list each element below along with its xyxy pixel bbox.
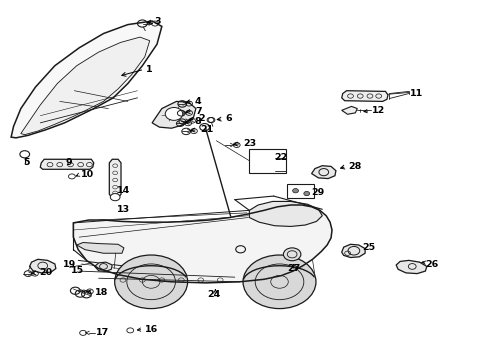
Bar	[249, 149, 285, 173]
Text: 29: 29	[311, 188, 324, 197]
Text: 20: 20	[39, 268, 52, 277]
Bar	[287, 184, 313, 198]
Text: 23: 23	[243, 139, 256, 148]
Polygon shape	[152, 102, 196, 128]
Polygon shape	[249, 202, 322, 226]
Circle shape	[243, 255, 315, 309]
Circle shape	[292, 189, 298, 193]
Polygon shape	[341, 107, 357, 114]
Text: 10: 10	[81, 170, 94, 179]
Polygon shape	[40, 159, 94, 169]
Text: 18: 18	[95, 288, 108, 297]
Circle shape	[115, 255, 187, 309]
Text: 6: 6	[224, 114, 231, 123]
Text: 24: 24	[206, 290, 220, 299]
Polygon shape	[73, 205, 331, 283]
Polygon shape	[341, 244, 365, 257]
Text: 3: 3	[154, 17, 161, 26]
Text: 12: 12	[372, 106, 385, 115]
Text: 9: 9	[65, 158, 72, 167]
Text: 7: 7	[195, 107, 201, 116]
Text: 17: 17	[96, 328, 109, 337]
Text: 21: 21	[200, 125, 213, 134]
Polygon shape	[341, 91, 387, 102]
Circle shape	[283, 248, 300, 261]
Polygon shape	[109, 159, 121, 198]
Circle shape	[165, 108, 183, 120]
Circle shape	[110, 194, 120, 201]
Text: 1: 1	[146, 65, 153, 74]
Text: 13: 13	[117, 205, 130, 214]
Text: 16: 16	[145, 325, 158, 334]
Polygon shape	[77, 243, 123, 253]
Text: 22: 22	[274, 153, 287, 162]
Text: 8: 8	[194, 117, 200, 126]
Text: 14: 14	[117, 185, 130, 194]
Text: 25: 25	[362, 243, 374, 252]
Polygon shape	[95, 262, 112, 271]
Circle shape	[303, 192, 309, 196]
Polygon shape	[21, 37, 149, 135]
Text: 5: 5	[23, 158, 30, 167]
Text: 2: 2	[198, 114, 204, 123]
Polygon shape	[311, 166, 335, 179]
Text: 11: 11	[409, 89, 422, 98]
Text: 4: 4	[195, 96, 201, 105]
Polygon shape	[395, 260, 426, 274]
Text: 26: 26	[425, 260, 438, 269]
Text: 28: 28	[348, 162, 361, 171]
Text: 27: 27	[287, 264, 300, 273]
Polygon shape	[30, 259, 56, 273]
Text: 19: 19	[62, 260, 76, 269]
Polygon shape	[11, 21, 162, 138]
Text: 15: 15	[71, 266, 84, 275]
